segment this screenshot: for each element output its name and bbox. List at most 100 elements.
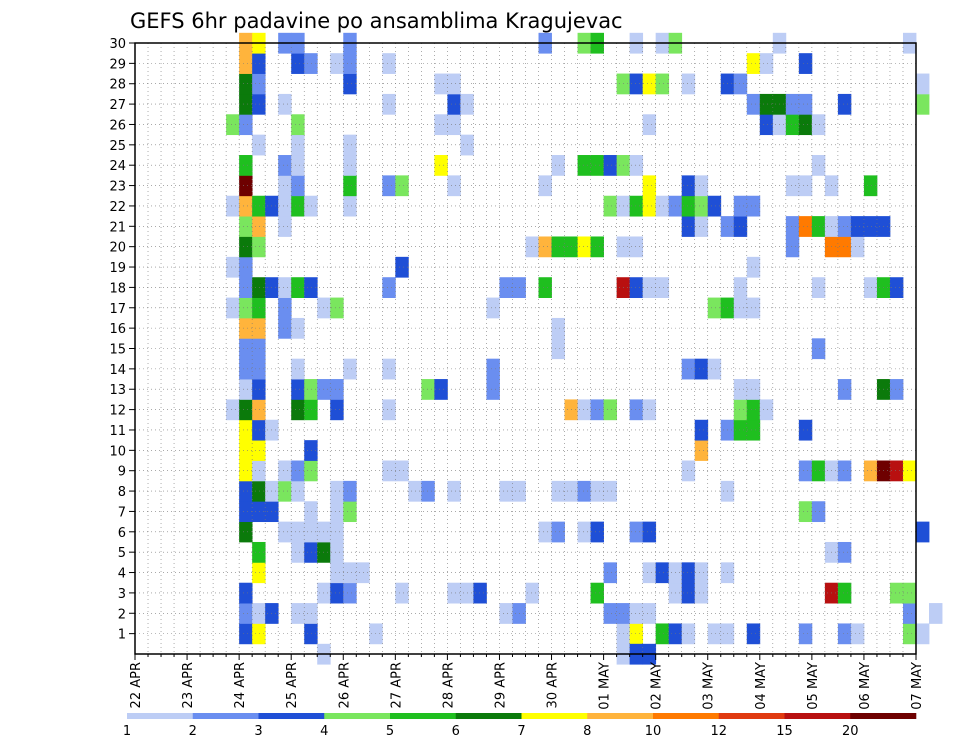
heatmap-cell	[916, 623, 930, 645]
heatmap-cell	[811, 155, 826, 176]
heatmap-cell	[278, 277, 292, 298]
heatmap-cell	[629, 73, 644, 95]
colorbar-swatch	[850, 713, 917, 719]
y-tick-label: 30	[109, 37, 126, 52]
heatmap-cell	[239, 53, 253, 74]
colorbar-swatch	[653, 713, 720, 719]
heatmap-cell	[382, 93, 396, 115]
heatmap-cell	[642, 114, 657, 136]
colorbar-swatch	[258, 713, 325, 719]
y-tick-label: 23	[109, 180, 126, 195]
heatmap-cell	[538, 277, 552, 298]
heatmap-cell	[291, 399, 305, 421]
heatmap-cell	[863, 460, 878, 482]
heatmap-cell	[746, 297, 761, 319]
heatmap-cell	[395, 460, 409, 482]
heatmap-cell	[304, 440, 318, 461]
heatmap-cell	[902, 460, 917, 482]
heatmap-cell	[447, 175, 461, 197]
heatmap-cell	[837, 541, 852, 563]
heatmap-cell	[798, 216, 813, 237]
heatmap-cell	[252, 216, 266, 237]
heatmap-cell	[252, 236, 266, 258]
heatmap-cell	[681, 460, 696, 482]
y-tick-label: 7	[118, 505, 126, 520]
heatmap-cell	[252, 53, 266, 74]
heatmap-cell	[447, 93, 461, 115]
colorbar-swatch	[192, 713, 259, 719]
heatmap-cell	[577, 521, 591, 543]
colorbar-label: 10	[645, 724, 662, 739]
heatmap-cell	[382, 358, 396, 380]
heatmap-cell	[434, 114, 448, 136]
heatmap-cell	[681, 73, 696, 95]
y-tick-label: 20	[109, 241, 126, 256]
heatmap-cell	[837, 93, 852, 115]
heatmap-cell	[655, 623, 670, 645]
heatmap-cell	[681, 216, 696, 237]
heatmap-cell	[707, 297, 722, 319]
y-tick-label: 4	[118, 567, 126, 582]
y-tick-label: 8	[118, 485, 126, 500]
y-tick-label: 1	[118, 628, 126, 643]
heatmap-cell	[629, 603, 644, 624]
y-tick-label: 11	[109, 424, 126, 439]
heatmap-cell	[551, 480, 565, 502]
heatmap-cell	[733, 216, 748, 237]
heatmap-cell	[304, 623, 318, 645]
heatmap-cell	[916, 521, 930, 543]
heatmap-cell	[291, 175, 305, 197]
heatmap-cell	[252, 317, 266, 339]
heatmap-cell	[603, 155, 618, 176]
x-axis: 22 APR 23 APR 24 APR 25 APR 26 APR 27 APR 28 A…	[129, 654, 925, 710]
heatmap-cell	[525, 236, 539, 258]
y-tick-label: 18	[109, 281, 126, 296]
heatmap-cell	[798, 623, 813, 645]
heatmap-cell	[226, 114, 240, 136]
heatmap-cell	[382, 175, 396, 197]
heatmap-cell	[590, 399, 604, 421]
heatmap-cell	[590, 480, 604, 502]
heatmap-cell	[291, 155, 305, 176]
heatmap-cell	[629, 155, 644, 176]
heatmap-cell	[278, 317, 292, 339]
colorbar-swatch	[521, 713, 588, 719]
heatmap-cell	[837, 216, 852, 237]
heatmap-cell	[629, 623, 644, 645]
heatmap-cell	[837, 460, 852, 482]
heatmap-cell	[291, 277, 305, 298]
heatmap-cell	[395, 256, 409, 278]
heatmap-cell	[239, 399, 253, 421]
heatmap-cell	[629, 195, 644, 217]
heatmap-cell	[499, 603, 513, 624]
x-tick-label: 28 APR	[441, 662, 456, 708]
heatmap-cell	[330, 53, 344, 74]
heatmap-cell	[447, 582, 461, 604]
heatmap-cell	[291, 521, 305, 543]
y-tick-label: 12	[109, 404, 126, 419]
heatmap-cell	[785, 216, 800, 237]
heatmap-cell	[304, 521, 318, 543]
heatmap-cell	[577, 399, 591, 421]
heatmap-cell	[252, 73, 266, 95]
heatmap-cell	[291, 53, 305, 74]
heatmap-cell	[733, 399, 748, 421]
heatmap-cell	[278, 460, 292, 482]
y-tick-label: 6	[118, 526, 126, 541]
heatmap-cell	[304, 195, 318, 217]
heatmap-cell	[759, 93, 774, 115]
heatmap-cell	[759, 53, 774, 74]
heatmap-cell	[499, 277, 513, 298]
heatmap-cell	[239, 155, 253, 176]
heatmap-cell	[551, 521, 565, 543]
heatmap-cell	[746, 419, 761, 441]
heatmap-cell	[252, 134, 266, 156]
heatmap-cell	[538, 175, 552, 197]
heatmap-cell	[239, 216, 253, 237]
heatmap-cell	[252, 501, 266, 523]
heatmap-cell	[811, 501, 826, 523]
heatmap-cell	[655, 562, 670, 584]
heatmap-cell	[421, 379, 435, 400]
heatmap-cell	[291, 541, 305, 563]
